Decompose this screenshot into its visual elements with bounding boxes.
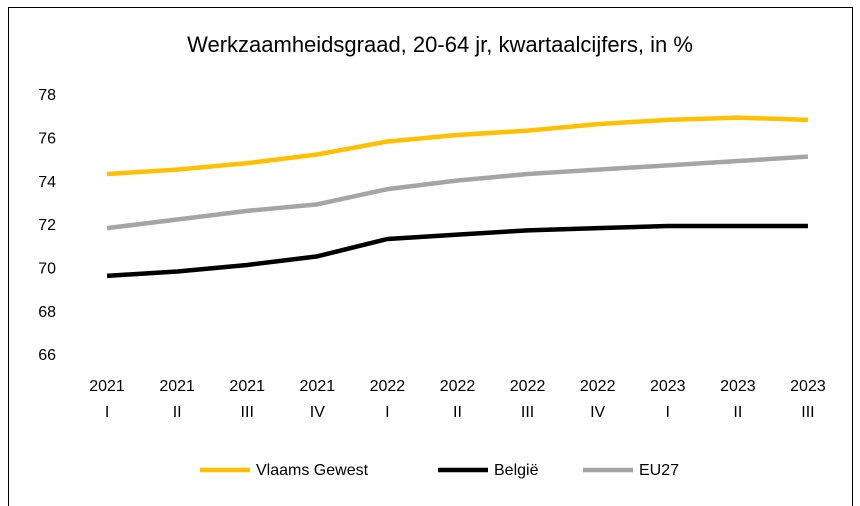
legend-label: België [494, 462, 539, 479]
x-tick-label: I [385, 404, 389, 421]
x-tick-label: 2021 [229, 378, 265, 395]
x-tick-label: III [521, 404, 534, 421]
x-tick-label: 2021 [300, 378, 336, 395]
x-tick-label: 2021 [89, 378, 125, 395]
y-tick-label: 72 [38, 217, 56, 234]
legend-label: EU27 [639, 462, 679, 479]
x-tick-label: 2023 [720, 378, 756, 395]
x-tick-label: II [733, 404, 742, 421]
x-tick-label: II [453, 404, 462, 421]
x-tick-label: I [666, 404, 670, 421]
legend-label: Vlaams Gewest [256, 462, 369, 479]
x-tick-label: 2023 [650, 378, 686, 395]
series-line [106, 115, 809, 177]
x-tick-label: 2022 [510, 378, 546, 395]
y-tick-label: 76 [38, 131, 56, 148]
x-tick-label: 2022 [580, 378, 616, 395]
x-tick-label: III [801, 404, 814, 421]
x-tick-label: II [173, 404, 182, 421]
series-line [106, 154, 809, 231]
series-line [106, 223, 808, 279]
x-tick-label: 2021 [159, 378, 195, 395]
chart-frame [8, 7, 853, 506]
x-tick-label: IV [590, 404, 605, 421]
y-tick-label: 70 [38, 261, 56, 278]
chart-title: Werkzaamheidsgraad, 20-64 jr, kwartaalci… [187, 32, 693, 57]
x-tick-label: III [241, 404, 254, 421]
y-tick-label: 66 [38, 347, 56, 364]
x-tick-label: 2022 [440, 378, 476, 395]
y-tick-label: 74 [38, 174, 56, 191]
y-tick-label: 78 [38, 87, 56, 104]
x-tick-label: 2023 [790, 378, 826, 395]
y-tick-label: 68 [38, 304, 56, 321]
x-tick-label: 2022 [370, 378, 406, 395]
x-tick-label: IV [310, 404, 325, 421]
x-tick-label: I [105, 404, 109, 421]
